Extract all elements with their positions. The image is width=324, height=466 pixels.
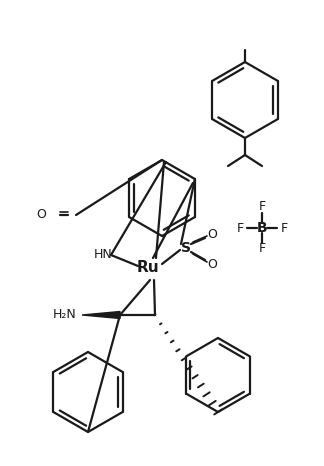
Text: F: F (259, 200, 266, 213)
Text: O: O (207, 227, 217, 240)
Text: H₂N: H₂N (52, 308, 76, 322)
Text: F: F (237, 221, 244, 234)
Text: O: O (207, 258, 217, 270)
Text: S: S (181, 241, 191, 255)
Text: F: F (281, 221, 288, 234)
Text: F: F (259, 242, 266, 255)
Text: HN: HN (94, 248, 112, 261)
Text: B: B (257, 221, 267, 235)
Polygon shape (82, 311, 120, 318)
Text: O: O (36, 208, 46, 221)
Text: Ru: Ru (137, 260, 159, 275)
